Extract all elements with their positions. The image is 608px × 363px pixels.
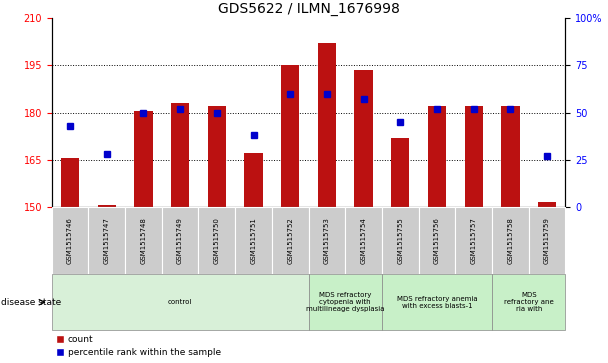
Text: MDS
refractory ane
ria with: MDS refractory ane ria with [504,292,554,312]
Bar [244,154,263,207]
Bar [272,207,308,274]
Bar [52,207,88,274]
Bar [538,202,556,207]
Bar [134,111,153,207]
Bar [88,207,125,274]
Bar [171,103,189,207]
Bar [198,207,235,274]
Bar [419,207,455,274]
Bar [492,274,565,330]
Text: GSM1515755: GSM1515755 [397,217,403,264]
Bar [125,207,162,274]
Text: GSM1515752: GSM1515752 [287,217,293,264]
Bar [208,106,226,207]
Bar [61,158,79,207]
Bar [382,274,492,330]
Bar [235,207,272,274]
Bar [428,106,446,207]
Bar [465,106,483,207]
Text: disease state: disease state [1,298,61,307]
Text: GSM1515754: GSM1515754 [361,217,367,264]
Bar [529,207,565,274]
Bar [345,207,382,274]
Legend: count, percentile rank within the sample: count, percentile rank within the sample [56,335,221,357]
Text: GSM1515749: GSM1515749 [177,217,183,264]
Text: MDS refractory anemia
with excess blasts-1: MDS refractory anemia with excess blasts… [396,296,477,309]
Text: GSM1515747: GSM1515747 [104,217,109,264]
Text: MDS refractory
cytopenia with
multilineage dysplasia: MDS refractory cytopenia with multilinea… [306,292,384,312]
Text: GSM1515756: GSM1515756 [434,217,440,264]
Text: control: control [168,299,192,305]
Bar [501,106,520,207]
Text: GSM1515748: GSM1515748 [140,217,147,264]
Bar [492,207,529,274]
Bar [318,43,336,207]
Text: GSM1515753: GSM1515753 [324,217,330,264]
Bar [308,274,382,330]
Bar [97,205,116,207]
Bar [162,207,198,274]
Bar [382,207,419,274]
Text: GSM1515750: GSM1515750 [214,217,220,264]
Bar [308,207,345,274]
Text: GSM1515746: GSM1515746 [67,217,73,264]
Bar [455,207,492,274]
Bar [354,70,373,207]
Title: GDS5622 / ILMN_1676998: GDS5622 / ILMN_1676998 [218,2,399,16]
Text: GSM1515751: GSM1515751 [250,217,257,264]
Bar [391,138,409,207]
Text: GSM1515759: GSM1515759 [544,217,550,264]
Bar [52,274,308,330]
Text: GSM1515757: GSM1515757 [471,217,477,264]
Text: GSM1515758: GSM1515758 [508,217,513,264]
Bar [281,65,299,207]
